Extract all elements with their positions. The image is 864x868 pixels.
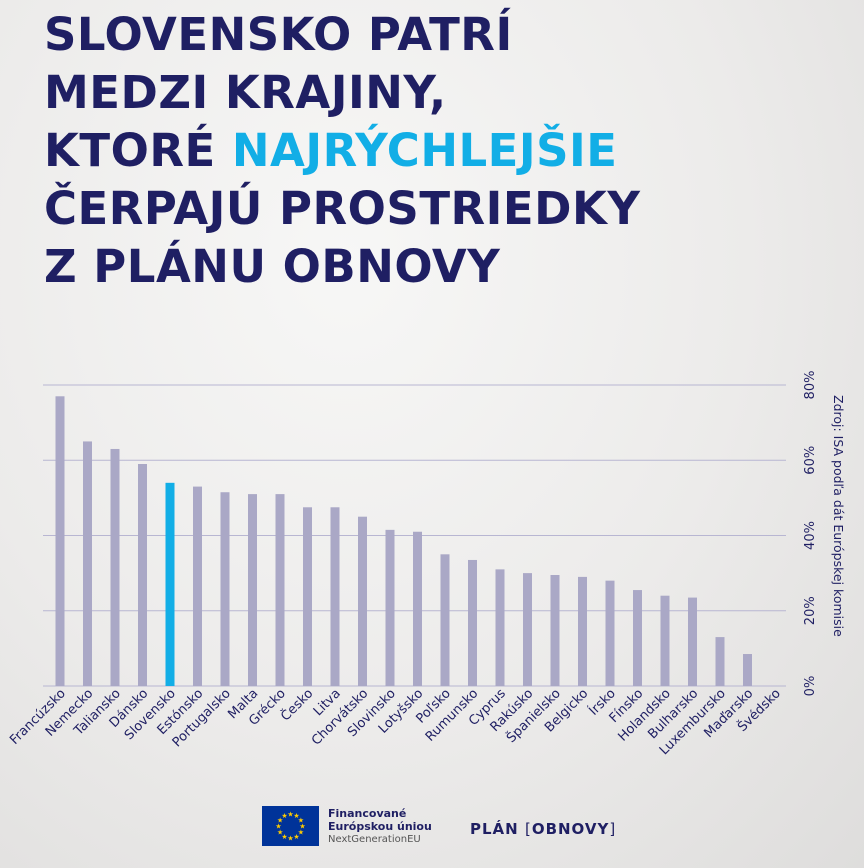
y-tick-label: 20% — [803, 596, 818, 625]
headline-line-1: SLOVENSKO PATRÍ — [44, 8, 513, 61]
bar-9 — [303, 507, 312, 686]
bar-13 — [413, 531, 422, 686]
bar-7 — [248, 494, 257, 686]
bar-chart: 0%20%40%60%80%FrancúzskoNemeckoTaliansko… — [7, 371, 818, 759]
bar-23 — [688, 597, 697, 686]
bracket-open-icon: [ — [524, 820, 532, 838]
plan-logo-left: PLÁN — [470, 820, 519, 838]
headline-line-4: ČERPAJÚ PROSTRIEDKY — [44, 182, 641, 235]
funding-line-2: Európskou úniou — [328, 820, 432, 833]
bar-21 — [633, 590, 642, 686]
bar-25 — [743, 654, 752, 686]
source-note: Zdroj: ISA podľa dát Európskej komisie — [831, 395, 846, 637]
bar-3 — [138, 464, 147, 686]
eu-star-icon: ★ — [293, 812, 299, 820]
eu-star-icon: ★ — [277, 829, 283, 837]
bar-15 — [468, 559, 477, 686]
bar-10 — [330, 507, 340, 686]
bar-16 — [495, 569, 505, 686]
bar-8 — [275, 494, 285, 686]
headline-highlight: NAJRÝCHLEJŠIE — [231, 124, 618, 177]
bar-1 — [83, 441, 92, 686]
eu-flag-icon: ★ ★ ★ ★ ★ ★ ★ ★ ★ ★ ★ ★ — [262, 806, 319, 846]
bar-22 — [660, 595, 670, 686]
headline-line-3-pre: KTORÉ — [44, 124, 232, 177]
eu-star-icon: ★ — [277, 817, 283, 825]
bar-5 — [193, 486, 202, 686]
eu-star-icon: ★ — [281, 812, 287, 820]
y-tick-label: 40% — [803, 521, 818, 550]
headline-line-2: MEDZI KRAJINY, — [44, 66, 447, 119]
bar-0 — [55, 396, 65, 686]
headline-line-5: Z PLÁNU OBNOVY — [44, 240, 501, 293]
plan-logo-right: OBNOVY — [531, 820, 610, 838]
eu-star-icon: ★ — [275, 823, 281, 831]
bar-20 — [605, 580, 615, 686]
source-note-text: Zdroj: ISA podľa dát Európskej komisie — [831, 395, 846, 637]
bar-17 — [523, 573, 532, 686]
eu-star-icon: ★ — [298, 829, 304, 837]
headline-line-3: KTORÉ NAJRÝCHLEJŠIE — [44, 122, 824, 180]
eu-star-icon: ★ — [298, 817, 304, 825]
eu-star-icon: ★ — [287, 835, 293, 843]
eu-star-icon: ★ — [287, 811, 293, 819]
funding-label: Financované Európskou úniou NextGenerati… — [328, 807, 432, 847]
y-tick-label: 80% — [803, 371, 818, 400]
funding-line-3: NextGenerationEU — [328, 834, 421, 845]
bar-14 — [440, 554, 450, 686]
bar-2 — [110, 448, 120, 686]
bar-12 — [385, 529, 395, 686]
bracket-close-icon: ] — [609, 820, 617, 838]
bar-6 — [220, 492, 230, 686]
y-tick-label: 60% — [803, 446, 818, 475]
bar-11 — [358, 516, 367, 686]
bar-18 — [550, 575, 560, 686]
eu-star-icon: ★ — [281, 833, 287, 841]
bar-19 — [578, 576, 587, 686]
bar-4 — [165, 482, 175, 686]
plan-obnovy-logo: PLÁN [OBNOVY] — [470, 820, 616, 838]
funding-line-1: Financované — [328, 807, 407, 820]
headline: SLOVENSKO PATRÍ MEDZI KRAJINY, KTORÉ NAJ… — [44, 6, 824, 296]
eu-star-icon: ★ — [299, 823, 305, 831]
bar-24 — [715, 637, 725, 686]
eu-star-icon: ★ — [293, 833, 299, 841]
y-tick-label: 0% — [803, 676, 818, 697]
x-category-label: Česko — [278, 685, 317, 724]
